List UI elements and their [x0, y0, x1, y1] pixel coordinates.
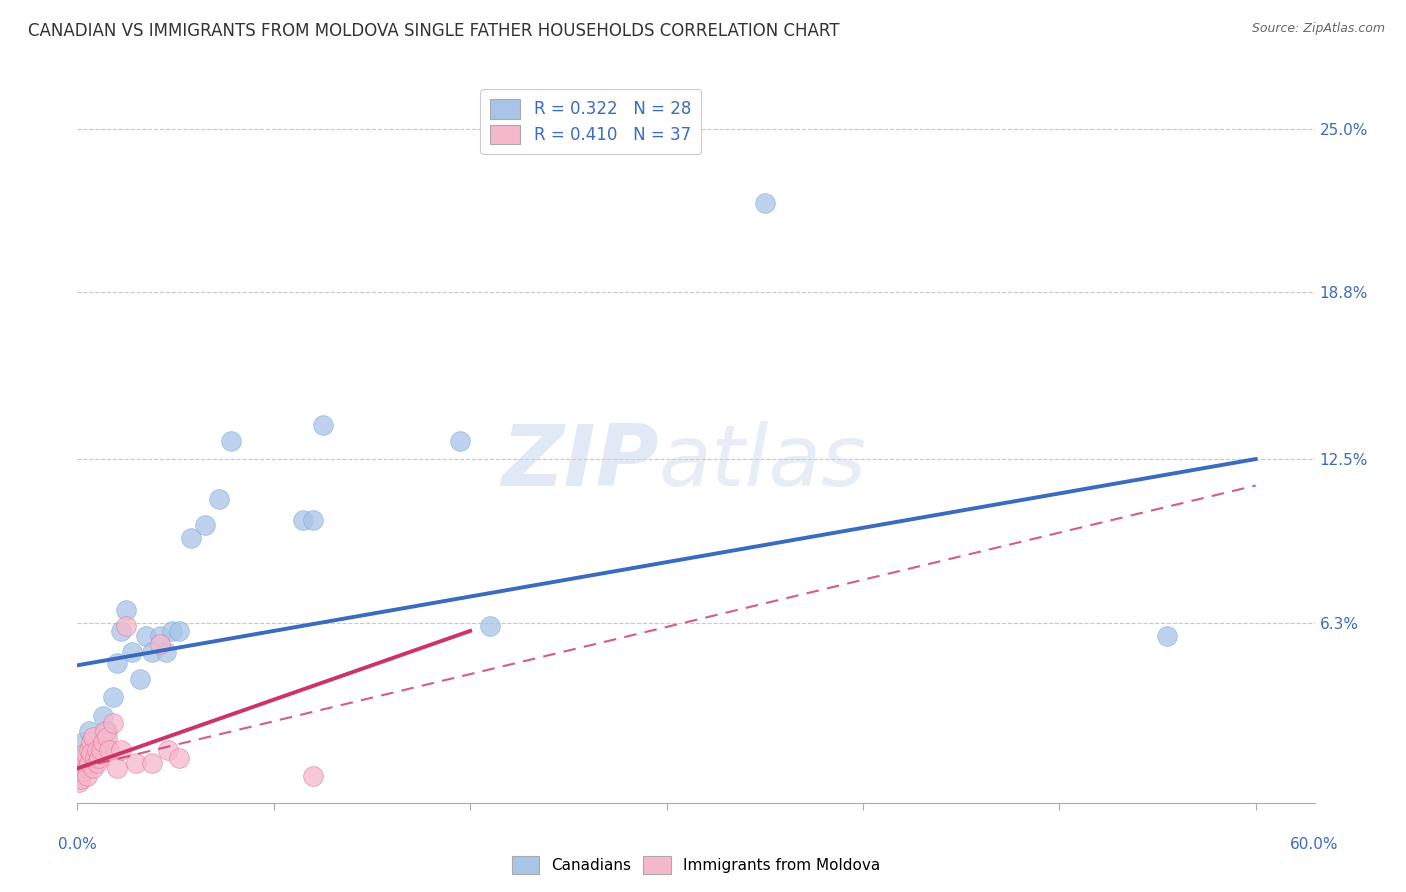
Point — [77, 756, 100, 771]
Point — [219, 434, 242, 448]
Point — [292, 513, 315, 527]
Point — [77, 724, 100, 739]
Point — [97, 743, 120, 757]
Point — [141, 756, 163, 771]
Point — [121, 645, 143, 659]
Legend: Canadians, Immigrants from Moldova: Canadians, Immigrants from Moldova — [505, 850, 887, 880]
Point — [156, 743, 179, 757]
Point — [82, 761, 104, 775]
Point — [125, 756, 148, 771]
Point — [70, 756, 93, 771]
Point — [75, 756, 97, 771]
Point — [149, 629, 172, 643]
Point — [75, 746, 97, 760]
Point — [115, 618, 138, 632]
Point — [67, 774, 90, 789]
Point — [90, 743, 112, 757]
Point — [101, 716, 124, 731]
Point — [169, 624, 191, 638]
Point — [86, 751, 108, 765]
Point — [72, 735, 94, 749]
Point — [96, 724, 118, 739]
Point — [72, 751, 94, 765]
Point — [72, 764, 94, 778]
Point — [110, 624, 132, 638]
Point — [77, 743, 100, 757]
Text: atlas: atlas — [659, 421, 868, 504]
Point — [302, 769, 325, 783]
Point — [84, 751, 107, 765]
Text: CANADIAN VS IMMIGRANTS FROM MOLDOVA SINGLE FATHER HOUSEHOLDS CORRELATION CHART: CANADIAN VS IMMIGRANTS FROM MOLDOVA SING… — [28, 22, 839, 40]
Point — [155, 645, 177, 659]
Point — [76, 769, 98, 783]
Point — [754, 195, 776, 210]
Point — [129, 672, 152, 686]
Point — [94, 724, 117, 739]
Text: Source: ZipAtlas.com: Source: ZipAtlas.com — [1251, 22, 1385, 36]
Point — [149, 637, 172, 651]
Text: 60.0%: 60.0% — [1291, 837, 1339, 852]
Point — [91, 708, 114, 723]
Point — [208, 491, 231, 506]
Point — [105, 656, 128, 670]
Point — [135, 629, 157, 643]
Point — [180, 532, 202, 546]
Point — [96, 730, 118, 744]
Point — [1156, 629, 1178, 643]
Point — [86, 743, 108, 757]
Point — [194, 518, 217, 533]
Text: 0.0%: 0.0% — [58, 837, 97, 852]
Point — [110, 743, 132, 757]
Point — [80, 746, 103, 760]
Point — [80, 735, 103, 749]
Point — [86, 756, 108, 771]
Point — [302, 513, 325, 527]
Text: ZIP: ZIP — [501, 421, 659, 504]
Point — [82, 730, 104, 744]
Point — [67, 761, 90, 775]
Point — [105, 761, 128, 775]
Point — [70, 764, 93, 778]
Point — [160, 624, 183, 638]
Point — [169, 751, 191, 765]
Point — [141, 645, 163, 659]
Point — [91, 735, 114, 749]
Point — [312, 417, 335, 432]
Point — [478, 618, 501, 632]
Point — [67, 769, 90, 783]
Point — [87, 751, 110, 765]
Legend: R = 0.322   N = 28, R = 0.410   N = 37: R = 0.322 N = 28, R = 0.410 N = 37 — [481, 89, 702, 154]
Point — [101, 690, 124, 704]
Point — [449, 434, 471, 448]
Point — [115, 603, 138, 617]
Point — [70, 772, 93, 786]
Point — [76, 761, 98, 775]
